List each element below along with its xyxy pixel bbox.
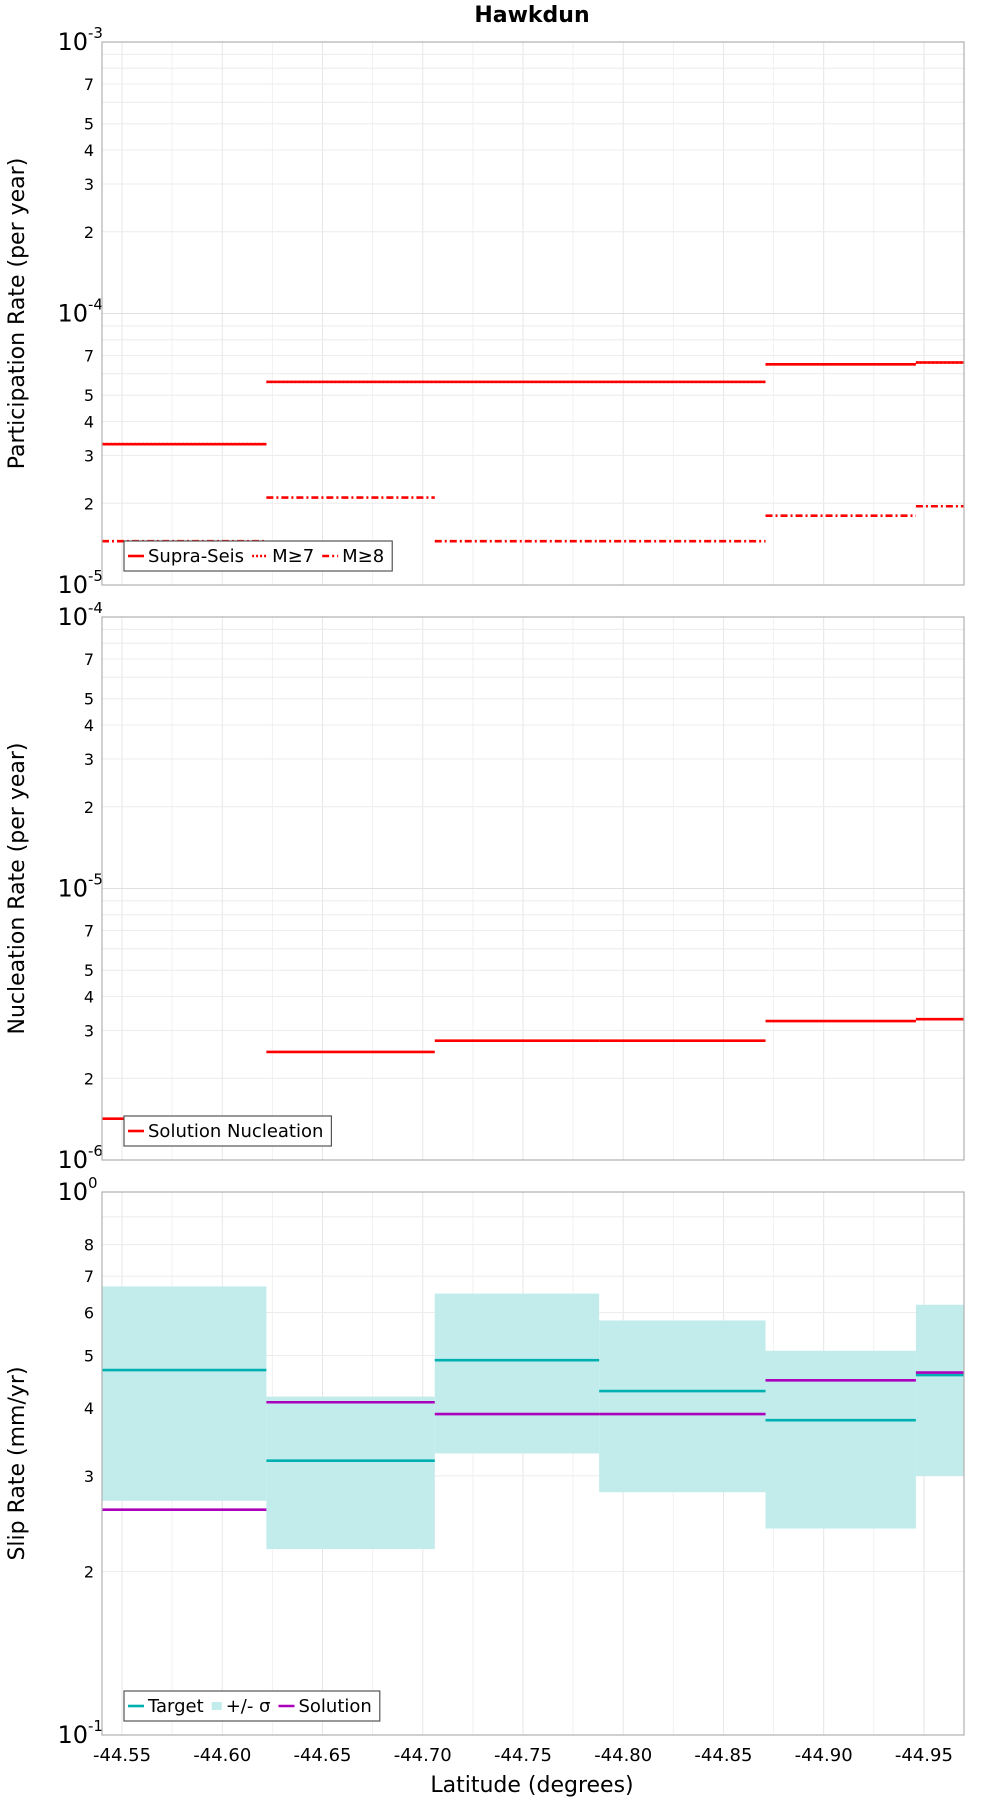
y-tick-label: 2 [84,1069,94,1088]
y-axis-title: Slip Rate (mm/yr) [5,1366,30,1560]
legend-label: M≥7 [272,546,314,567]
y-tick-label: 7 [84,1267,94,1286]
y-major-tick-exponent: -1 [88,1717,103,1735]
x-tick-labels: -44.55 -44.60 -44.65 -44.70 -44.75 -44.80 -44.… [93,1745,953,1766]
y-tick-label: 3 [84,1021,94,1040]
y-tick-label: 5 [84,386,94,405]
y-major-tick-label: 10 [57,875,88,903]
x-tick-label: -44.65 [293,1745,351,1766]
y-major-tick-exponent: -5 [88,871,103,889]
legend-label: M≥8 [342,546,384,567]
y-tick-label: 7 [84,922,94,941]
legend-label: Supra-Seis [148,546,244,567]
y-tick-label: 4 [84,988,94,1007]
y-tick-label: 5 [84,1346,94,1365]
sigma-band-segment [915,1304,964,1476]
y-major-tick-label: 10 [57,1721,88,1749]
x-tick-label: -44.70 [394,1745,452,1766]
y-major-tick-label: 10 [57,1146,88,1174]
legend-label: Target [147,1696,204,1717]
y-tick-label: 3 [84,750,94,769]
y-tick-label: 7 [84,75,94,94]
y-major-tick-exponent: 0 [88,1174,98,1192]
y-tick-label: 4 [84,413,94,432]
sigma-band-segment [765,1350,916,1529]
legend: Target +/- σ Solution [123,1690,381,1722]
sigma-band-segment [434,1293,600,1454]
legend-box [123,1690,381,1722]
x-tick-label: -44.75 [494,1745,552,1766]
y-tick-label: 4 [84,716,94,735]
y-tick-label: 3 [84,446,94,465]
y-tick-label: 5 [84,961,94,980]
plot-frame [101,41,965,586]
y-axis-title: Nucleation Rate (per year) [5,743,30,1035]
y-tick-label: 2 [84,494,94,513]
y-major-tick-label: 10 [57,603,88,631]
legend-label: +/- σ [226,1696,271,1717]
y-tick-label: 2 [84,1563,94,1582]
x-tick-label: -44.60 [193,1745,251,1766]
y-major-tick-exponent: -6 [88,1142,103,1160]
y-tick-label: 6 [84,1303,94,1322]
y-axis-title: Participation Rate (per year) [5,158,30,470]
y-major-tick-label: 10 [57,1178,88,1206]
x-tick-label: -44.90 [795,1745,853,1766]
y-tick-label: 4 [84,141,94,160]
series-Solution [102,1371,964,1511]
x-tick-label: -44.80 [594,1745,652,1766]
y-major-tick-exponent: -5 [88,567,103,585]
y-tick-label: 7 [84,650,94,669]
figure-title: Hawkdun [474,3,589,28]
x-tick-label: -44.95 [895,1745,953,1766]
y-tick-label: 5 [84,115,94,134]
legend-box [123,1115,333,1147]
x-tick-label: -44.85 [694,1745,752,1766]
y-tick-label: 3 [84,1467,94,1486]
legend: Solution Nucleation [123,1115,333,1147]
y-major-tick-label: 10 [57,571,88,599]
y-tick-label: 3 [84,175,94,194]
series-M≥7 [102,361,964,446]
x-axis-title: Latitude (degrees) [430,1773,633,1798]
y-major-tick-exponent: -4 [88,599,103,617]
sigma-band-segment [266,1396,435,1550]
y-major-tick-label: 10 [57,300,88,328]
sigma-band-segment [599,1320,766,1493]
y-major-tick-exponent: -4 [88,296,103,314]
y-tick-label: 2 [84,798,94,817]
sigma-band-segment [102,1286,267,1501]
series-Target [102,1358,964,1463]
y-major-tick-exponent: -3 [88,24,103,42]
y-tick-label: 2 [84,223,94,242]
y-tick-label: 7 [84,347,94,366]
legend: Supra-Seis M≥7 M≥8 [123,540,393,572]
legend-label: Solution [298,1696,371,1717]
x-tick-label: -44.55 [93,1745,151,1766]
y-tick-label: 4 [84,1399,94,1418]
y-tick-label: 8 [84,1236,94,1255]
legend-swatch [211,1702,222,1710]
y-major-tick-label: 10 [57,28,88,56]
y-tick-label: 5 [84,690,94,709]
legend-label: Solution Nucleation [148,1121,323,1142]
plot-frame [101,1191,965,1736]
legend-box [123,540,393,572]
plot-frame [101,616,965,1161]
